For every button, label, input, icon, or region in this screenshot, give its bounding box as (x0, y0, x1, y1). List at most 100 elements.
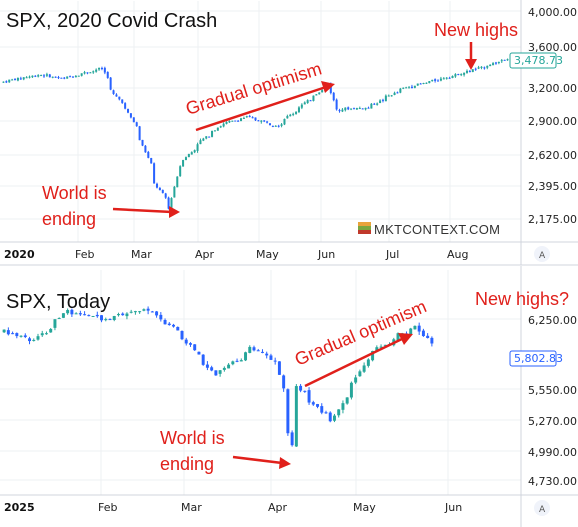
candle-body (78, 313, 82, 315)
candle-body (112, 316, 116, 321)
candle-body (69, 76, 72, 78)
chart-panel-2020: SPX, 2020 Covid Crash 4,000.00 3,600.00 … (0, 0, 578, 266)
candle-body (36, 336, 40, 340)
candle-body (172, 324, 176, 327)
candle-body (337, 409, 341, 416)
candle-body (176, 326, 180, 331)
candle-body (32, 339, 36, 341)
candle-body (116, 314, 120, 316)
candle-body (231, 120, 234, 122)
arrow-optimism-line (195, 85, 327, 132)
candle-body (315, 94, 318, 96)
candle-body (146, 308, 150, 311)
x-tick-label: Feb (75, 248, 94, 261)
candle-body (125, 313, 129, 317)
candle-body (251, 117, 254, 119)
candle-body (193, 150, 196, 153)
arrow-new-highs-head (465, 59, 477, 70)
candle-body (167, 197, 170, 209)
arrow-world-line (112, 207, 173, 214)
candle-body (299, 385, 303, 391)
candle-body (341, 109, 344, 112)
candle-body (477, 67, 480, 69)
candle-body (405, 87, 408, 89)
candle-body (5, 81, 8, 83)
candle-body (347, 107, 350, 110)
candle-body (109, 77, 112, 90)
candle-body (95, 314, 99, 317)
candle-body (494, 62, 497, 64)
y-tick-label: 3,600.00 (528, 41, 577, 54)
candle-body (63, 77, 66, 79)
candle-body (57, 318, 61, 320)
candle-body (244, 352, 248, 361)
candle-body (318, 92, 321, 95)
auto-scale-button[interactable] (534, 246, 550, 262)
candle-body (471, 69, 474, 72)
candle-body (430, 337, 434, 344)
candle-body (295, 111, 298, 114)
candle-body (184, 157, 187, 161)
candle-body (142, 309, 146, 311)
candle-body (180, 331, 184, 340)
last-value-badge (509, 350, 557, 367)
candle-body (282, 375, 286, 389)
watermark-text: MKTCONTEXT.COM (374, 222, 500, 237)
candle-body (182, 160, 185, 167)
candle-body (280, 124, 283, 126)
candle-body (44, 333, 48, 335)
candle-body (416, 83, 419, 86)
candle-body (500, 60, 503, 62)
candle-body (163, 319, 167, 325)
candle-body (141, 139, 144, 146)
candle-body (381, 99, 384, 101)
y-tick-label: 3,200.00 (528, 82, 577, 95)
candle-body (188, 343, 192, 345)
candle-body (173, 186, 176, 198)
candle-body (219, 126, 222, 128)
candle-body (252, 347, 256, 351)
x-tick-label: May (256, 248, 279, 261)
candle-body (376, 103, 379, 105)
candle-body (227, 364, 231, 369)
candle-body (350, 108, 353, 110)
candle-body (150, 158, 153, 164)
chart-panel-2025: SPX, Today 6,250.00 5,550.00 5,270.00 4,… (0, 266, 578, 527)
candle-body (83, 72, 86, 74)
candle-body (14, 79, 17, 81)
candle-body (451, 75, 454, 79)
candle-body (23, 335, 27, 338)
candle-body (31, 75, 34, 78)
candle-body (506, 59, 509, 61)
annotation-world-line2: ending (42, 209, 96, 229)
candle-body (57, 77, 60, 79)
candle-body (22, 77, 25, 80)
candle-body (48, 74, 51, 78)
candle-body (179, 166, 182, 177)
candle-body (268, 123, 271, 126)
arrow-world-head (279, 457, 291, 469)
y-tick-label: 4,730.00 (528, 475, 577, 488)
candle-body (60, 77, 63, 79)
candle-body (190, 152, 193, 155)
candle-body (25, 77, 28, 79)
candle-body (474, 68, 477, 70)
candle-body (127, 109, 130, 113)
annotation-new-highs: New highs (434, 20, 518, 40)
candle-body (6, 330, 10, 335)
candle-body (42, 75, 46, 77)
candle-body (266, 121, 269, 123)
candle-body (11, 333, 15, 335)
candle-body (132, 117, 135, 123)
y-tick-label: 6,250.00 (528, 314, 577, 327)
candle-body (70, 309, 74, 315)
candle-body (87, 315, 91, 317)
candle-body (457, 74, 460, 76)
candle-body (104, 319, 108, 321)
candle-body (361, 108, 364, 110)
candle-body (19, 78, 22, 80)
candle-body (370, 103, 373, 109)
candle-body (426, 335, 430, 339)
auto-scale-button[interactable] (534, 500, 550, 516)
candle-body (273, 360, 277, 362)
